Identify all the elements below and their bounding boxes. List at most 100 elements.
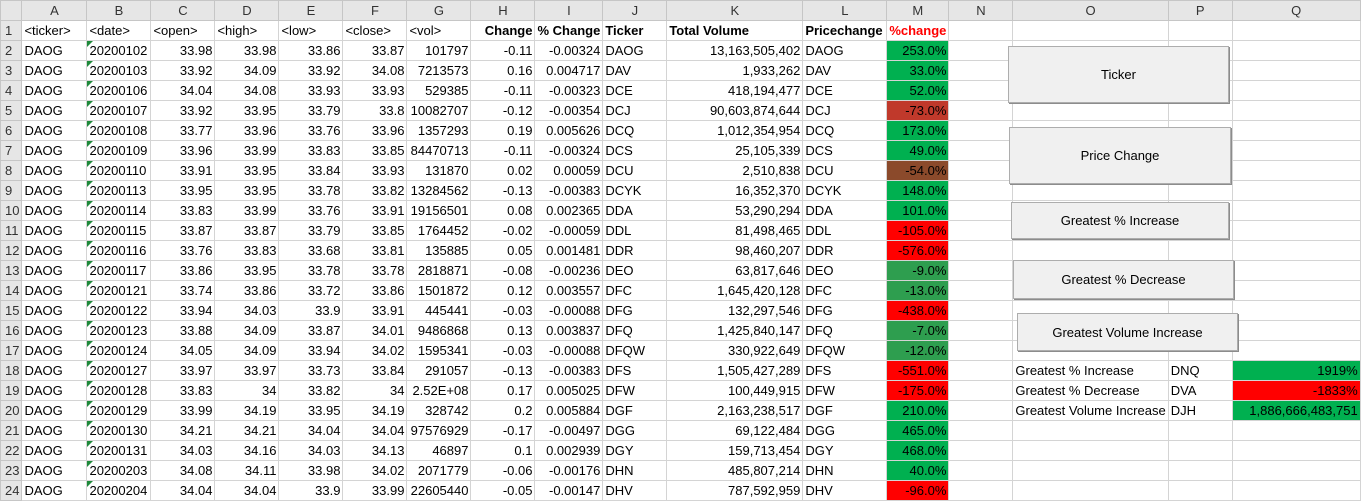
row-header[interactable]: 15 bbox=[0, 300, 23, 321]
cell-a[interactable]: DAOG bbox=[21, 240, 88, 261]
row-header[interactable]: 17 bbox=[0, 340, 23, 361]
cell-f[interactable]: 33.91 bbox=[342, 200, 408, 221]
cell-g[interactable]: 2.52E+08 bbox=[406, 380, 472, 401]
cell-h[interactable]: 0.16 bbox=[470, 60, 536, 81]
cell-n1[interactable] bbox=[948, 20, 1014, 41]
cell-d[interactable]: 33.87 bbox=[214, 220, 280, 241]
cell-c[interactable]: 33.91 bbox=[150, 160, 216, 181]
cell-a[interactable]: DAOG bbox=[21, 460, 88, 481]
cell-p[interactable] bbox=[1167, 460, 1233, 481]
cell-h[interactable]: -0.03 bbox=[470, 340, 536, 361]
cell-a[interactable]: DAOG bbox=[21, 120, 88, 141]
cell-i[interactable]: -0.00088 bbox=[534, 340, 604, 361]
header-cell-h[interactable]: Change bbox=[470, 20, 536, 41]
cell-a[interactable]: DAOG bbox=[21, 260, 88, 281]
cell-m[interactable]: 33.0% bbox=[886, 60, 950, 81]
cell-j[interactable]: DFS bbox=[602, 360, 668, 381]
cell-d[interactable]: 34.16 bbox=[214, 440, 280, 461]
cell-l[interactable]: DDR bbox=[802, 240, 888, 261]
cell-a[interactable]: DAOG bbox=[21, 380, 88, 401]
cell-l[interactable]: DCU bbox=[802, 160, 888, 181]
cell-m[interactable]: -551.0% bbox=[886, 360, 950, 381]
cell-d[interactable]: 33.95 bbox=[214, 260, 280, 281]
cell-j[interactable]: DCE bbox=[602, 80, 668, 101]
cell-i[interactable]: 0.002939 bbox=[534, 440, 604, 461]
cell-n[interactable] bbox=[948, 220, 1014, 241]
cell-h[interactable]: 0.19 bbox=[470, 120, 536, 141]
cell-l[interactable]: DGF bbox=[802, 400, 888, 421]
cell-n[interactable] bbox=[948, 100, 1014, 121]
cell-i[interactable]: 0.003557 bbox=[534, 280, 604, 301]
column-header-a[interactable]: A bbox=[21, 0, 88, 21]
cell-j[interactable]: DAOG bbox=[602, 40, 668, 61]
cell-g[interactable]: 1595341 bbox=[406, 340, 472, 361]
cell-q[interactable] bbox=[1231, 300, 1361, 321]
cell-n[interactable] bbox=[948, 280, 1014, 301]
cell-d[interactable]: 34.09 bbox=[214, 340, 280, 361]
cell-l[interactable]: DGG bbox=[802, 420, 888, 441]
cell-b[interactable]: 20200115 bbox=[86, 220, 152, 241]
cell-g[interactable]: 529385 bbox=[406, 80, 472, 101]
cell-n[interactable] bbox=[948, 320, 1014, 341]
cell-l[interactable]: DCJ bbox=[802, 100, 888, 121]
cell-m[interactable]: -105.0% bbox=[886, 220, 950, 241]
header-cell-g[interactable]: <vol> bbox=[406, 20, 472, 41]
cell-l[interactable]: DDA bbox=[802, 200, 888, 221]
cell-e[interactable]: 33.95 bbox=[278, 400, 344, 421]
cell-l[interactable]: DCYK bbox=[802, 180, 888, 201]
greatest-decrease-button[interactable]: Greatest % Decrease bbox=[1013, 260, 1234, 299]
cell-g[interactable]: 7213573 bbox=[406, 60, 472, 81]
cell-c[interactable]: 33.96 bbox=[150, 140, 216, 161]
cell-l[interactable]: DGY bbox=[802, 440, 888, 461]
cell-q[interactable] bbox=[1231, 240, 1361, 261]
cell-b[interactable]: 20200203 bbox=[86, 460, 152, 481]
cell-i[interactable]: -0.00324 bbox=[534, 40, 604, 61]
cell-q[interactable] bbox=[1231, 140, 1361, 161]
cell-b[interactable]: 20200123 bbox=[86, 320, 152, 341]
cell-k[interactable]: 2,510,838 bbox=[666, 160, 804, 181]
cell-e[interactable]: 34.04 bbox=[278, 420, 344, 441]
cell-h[interactable]: 0.17 bbox=[470, 380, 536, 401]
cell-q[interactable] bbox=[1231, 460, 1361, 481]
cell-l[interactable]: DCS bbox=[802, 140, 888, 161]
cell-m[interactable]: 210.0% bbox=[886, 400, 950, 421]
cell-c[interactable]: 34.04 bbox=[150, 80, 216, 101]
cell-n[interactable] bbox=[948, 480, 1014, 501]
cell-m[interactable]: -576.0% bbox=[886, 240, 950, 261]
cell-d[interactable]: 33.95 bbox=[214, 100, 280, 121]
cell-c[interactable]: 33.77 bbox=[150, 120, 216, 141]
cell-m[interactable]: -175.0% bbox=[886, 380, 950, 401]
cell-h[interactable]: -0.13 bbox=[470, 180, 536, 201]
row-header[interactable]: 1 bbox=[0, 20, 23, 41]
cell-k[interactable]: 1,505,427,289 bbox=[666, 360, 804, 381]
cell-c[interactable]: 33.95 bbox=[150, 180, 216, 201]
summary-value[interactable]: 1919% bbox=[1231, 360, 1361, 381]
cell-b[interactable]: 20200114 bbox=[86, 200, 152, 221]
column-header-m[interactable]: M bbox=[886, 0, 950, 21]
cell-f[interactable]: 33.84 bbox=[342, 360, 408, 381]
cell-e[interactable]: 33.83 bbox=[278, 140, 344, 161]
cell-g[interactable]: 84470713 bbox=[406, 140, 472, 161]
cell-i[interactable]: -0.00354 bbox=[534, 100, 604, 121]
cell-i[interactable]: -0.00383 bbox=[534, 360, 604, 381]
cell-l[interactable]: DFC bbox=[802, 280, 888, 301]
cell-a[interactable]: DAOG bbox=[21, 140, 88, 161]
cell-b[interactable]: 20200103 bbox=[86, 60, 152, 81]
cell-a[interactable]: DAOG bbox=[21, 360, 88, 381]
cell-h[interactable]: -0.06 bbox=[470, 460, 536, 481]
cell-e[interactable]: 34.03 bbox=[278, 440, 344, 461]
cell-o[interactable] bbox=[1012, 460, 1169, 481]
cell-d[interactable]: 33.96 bbox=[214, 120, 280, 141]
cell-c[interactable]: 33.83 bbox=[150, 380, 216, 401]
cell-m[interactable]: 40.0% bbox=[886, 460, 950, 481]
row-header[interactable]: 21 bbox=[0, 420, 23, 441]
cell-q[interactable] bbox=[1231, 320, 1361, 341]
cell-j[interactable]: DAV bbox=[602, 60, 668, 81]
cell-j[interactable]: DCQ bbox=[602, 120, 668, 141]
cell-g[interactable]: 2818871 bbox=[406, 260, 472, 281]
cell-h[interactable]: 0.08 bbox=[470, 200, 536, 221]
cell-c[interactable]: 34.03 bbox=[150, 440, 216, 461]
summary-ticker[interactable]: DNQ bbox=[1167, 360, 1233, 381]
cell-q[interactable] bbox=[1231, 260, 1361, 281]
cell-k[interactable]: 69,122,484 bbox=[666, 420, 804, 441]
